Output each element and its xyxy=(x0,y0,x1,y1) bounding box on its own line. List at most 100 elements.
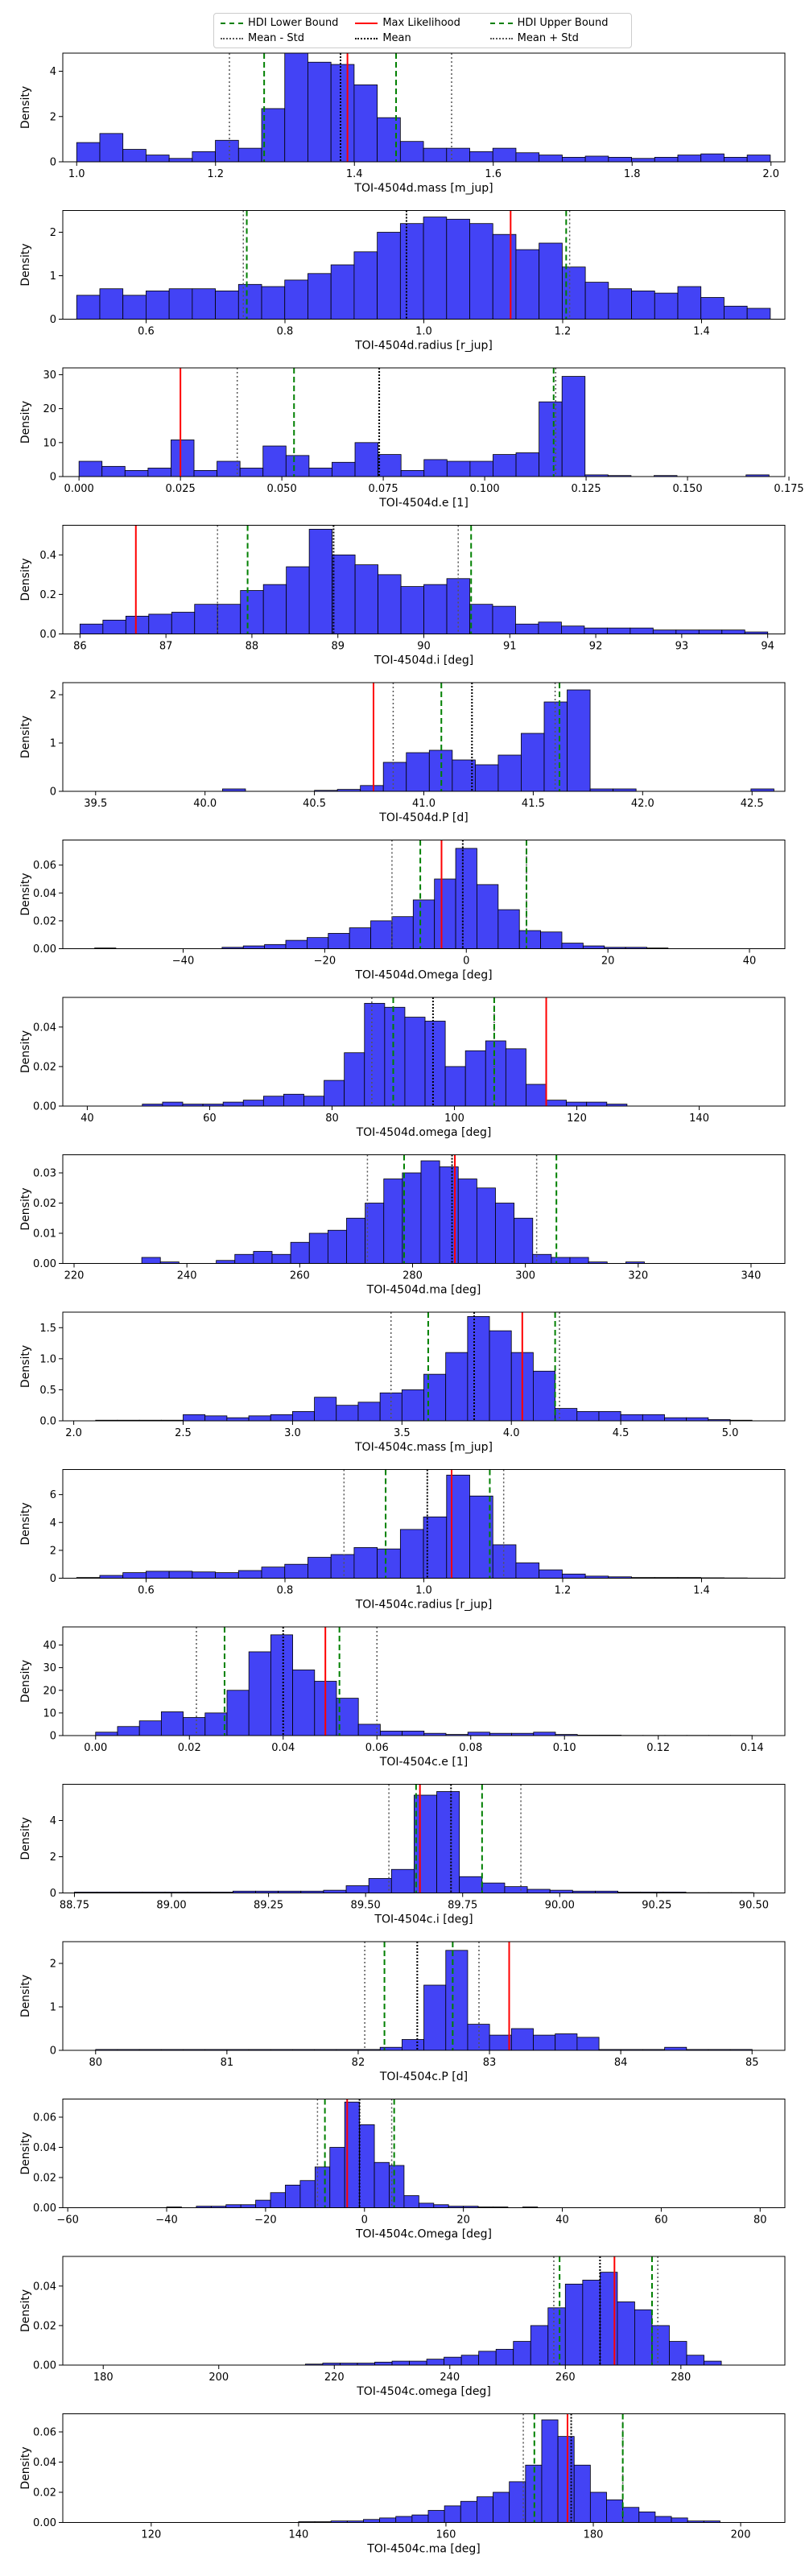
histogram-bar xyxy=(122,295,147,320)
y-tick-label: 0.06 xyxy=(33,860,56,872)
histogram-bar xyxy=(423,584,448,634)
histogram-bar xyxy=(561,943,584,949)
histogram-bar xyxy=(721,630,745,634)
x-tick-label: −20 xyxy=(314,956,336,968)
histogram-bar xyxy=(264,943,287,949)
x-tick-label: 60 xyxy=(654,2215,668,2227)
chart-panel-11: 0.00 0.02 0.04 0.06 0.08 0.10 0.12 0.14 0 10 20 30 4… xyxy=(19,1626,786,1769)
histogram-bar xyxy=(573,2464,591,2523)
histogram-bar xyxy=(395,2516,413,2523)
histogram-bar xyxy=(330,264,355,320)
histogram-bar xyxy=(390,1868,415,1893)
x-tick-label: 94 xyxy=(761,641,774,653)
histogram-bar xyxy=(204,1712,228,1736)
histogram-bar xyxy=(399,1529,424,1579)
y-tick-label: 0 xyxy=(50,1731,56,1743)
axes-frame xyxy=(62,1784,786,1893)
histogram-bar xyxy=(332,461,356,477)
x-tick-label: 90.25 xyxy=(642,1900,671,1912)
histogram-bar xyxy=(255,2199,271,2208)
histogram-bar xyxy=(262,445,287,477)
histogram-bar xyxy=(344,1052,365,1107)
x-tick-label: 0.000 xyxy=(64,483,94,495)
y-tick-label: 0.0 xyxy=(39,629,56,641)
chart-panel-5: 39.5 40.0 40.5 41.0 41.5 42.0 42.5 0 1 2 TOI-4504d… xyxy=(19,682,786,824)
histogram-bar xyxy=(122,149,147,163)
histogram-bar xyxy=(589,2491,607,2523)
histogram-bar xyxy=(562,1573,586,1579)
histogram-bar xyxy=(215,290,239,320)
histogram-bar xyxy=(664,2046,687,2051)
histogram-bar xyxy=(225,2204,242,2208)
histogram-bar xyxy=(460,2355,480,2366)
histogram-bar xyxy=(183,1717,206,1736)
y-tick-label: 0.02 xyxy=(33,2487,56,2500)
histogram-bar xyxy=(546,1100,568,1107)
x-tick-label: 0.075 xyxy=(368,483,398,495)
x-tick-label: 41.5 xyxy=(522,798,545,810)
histogram-bar xyxy=(217,604,242,634)
histogram-bar xyxy=(569,1257,589,1264)
histogram-bar xyxy=(533,1732,556,1736)
x-tick-label: 160 xyxy=(436,2529,456,2541)
x-tick-label: 220 xyxy=(64,1270,85,1282)
x-tick-label: 1.0 xyxy=(415,326,432,338)
y-tick-label: 0 xyxy=(50,472,56,484)
histogram-bar xyxy=(492,233,517,320)
histogram-bar xyxy=(354,564,378,634)
histogram-bar xyxy=(541,2419,559,2523)
histogram-bar xyxy=(336,1405,359,1422)
histogram-bar xyxy=(306,937,329,949)
x-tick-label: 41.0 xyxy=(412,798,436,810)
x-tick-label: 1.2 xyxy=(555,1585,572,1597)
chart-panel-15: 180 200 220 240 260 280 0.00 0.02 0.04 TOI-4504c.… xyxy=(19,2256,786,2398)
chart-panel-7: 40 60 80 100 120 140 0.00 0.02 0.04 TOI-4504d.ome… xyxy=(19,997,786,1139)
histogram-bar xyxy=(285,2184,301,2208)
x-tick-label: 0.8 xyxy=(277,326,294,338)
y-tick-label: 0 xyxy=(50,314,56,326)
x-tick-label: 80 xyxy=(753,2215,767,2227)
x-tick-label: 0.150 xyxy=(672,483,702,495)
histogram-bar xyxy=(515,623,539,634)
histogram-bar xyxy=(515,249,540,320)
histogram-bar xyxy=(329,2147,345,2208)
x-tick-label: 300 xyxy=(515,1270,535,1282)
histogram-bar xyxy=(363,2519,380,2523)
histogram-bar xyxy=(374,2361,393,2366)
x-axis-label: TOI-4504d.mass [m_jup] xyxy=(353,182,493,195)
histogram-bar xyxy=(391,916,414,949)
y-axis-label: Density xyxy=(19,1502,32,1545)
histogram-bar xyxy=(423,1373,447,1422)
histogram-bar xyxy=(248,1415,271,1422)
histogram-bar xyxy=(360,785,384,792)
histogram-bar xyxy=(285,455,310,477)
x-tick-label: 220 xyxy=(324,2372,345,2384)
histogram-bar xyxy=(171,440,195,477)
legend-item-mean-plus-std: Mean + Std xyxy=(489,32,625,44)
histogram-bar xyxy=(469,460,493,477)
histogram-bar xyxy=(383,1179,403,1264)
x-tick-label: 280 xyxy=(402,1270,423,1282)
histogram-bar xyxy=(495,2348,514,2366)
histogram-bar xyxy=(284,279,308,320)
y-tick-label: 0.00 xyxy=(33,1101,56,1113)
histogram-bar xyxy=(353,1547,378,1579)
x-tick-label: 88.75 xyxy=(60,1900,89,1912)
y-axis-label: Density xyxy=(19,243,32,286)
x-tick-label: 320 xyxy=(628,1270,648,1282)
histogram-bar xyxy=(598,1411,621,1422)
x-tick-label: 1.4 xyxy=(693,1585,710,1597)
y-tick-label: 0.00 xyxy=(33,943,56,956)
x-tick-label: 0.175 xyxy=(774,483,803,495)
y-tick-label: 0.02 xyxy=(33,1061,56,1073)
y-axis-label: Density xyxy=(19,2446,32,2489)
histogram-bar xyxy=(168,158,193,163)
x-axis-label: TOI-4504d.radius [r_jup] xyxy=(354,340,493,353)
histogram-bar xyxy=(226,1417,250,1422)
x-tick-label: 2.0 xyxy=(65,1427,82,1439)
histogram-bar xyxy=(654,156,679,163)
histogram-bar xyxy=(406,752,430,792)
x-tick-label: 89.75 xyxy=(448,1900,477,1912)
x-tick-label: 240 xyxy=(440,2372,460,2384)
chart-panel-13: 80 81 82 83 84 85 0 1 2 TOI-4504c.P [d] Density xyxy=(19,1941,786,2083)
